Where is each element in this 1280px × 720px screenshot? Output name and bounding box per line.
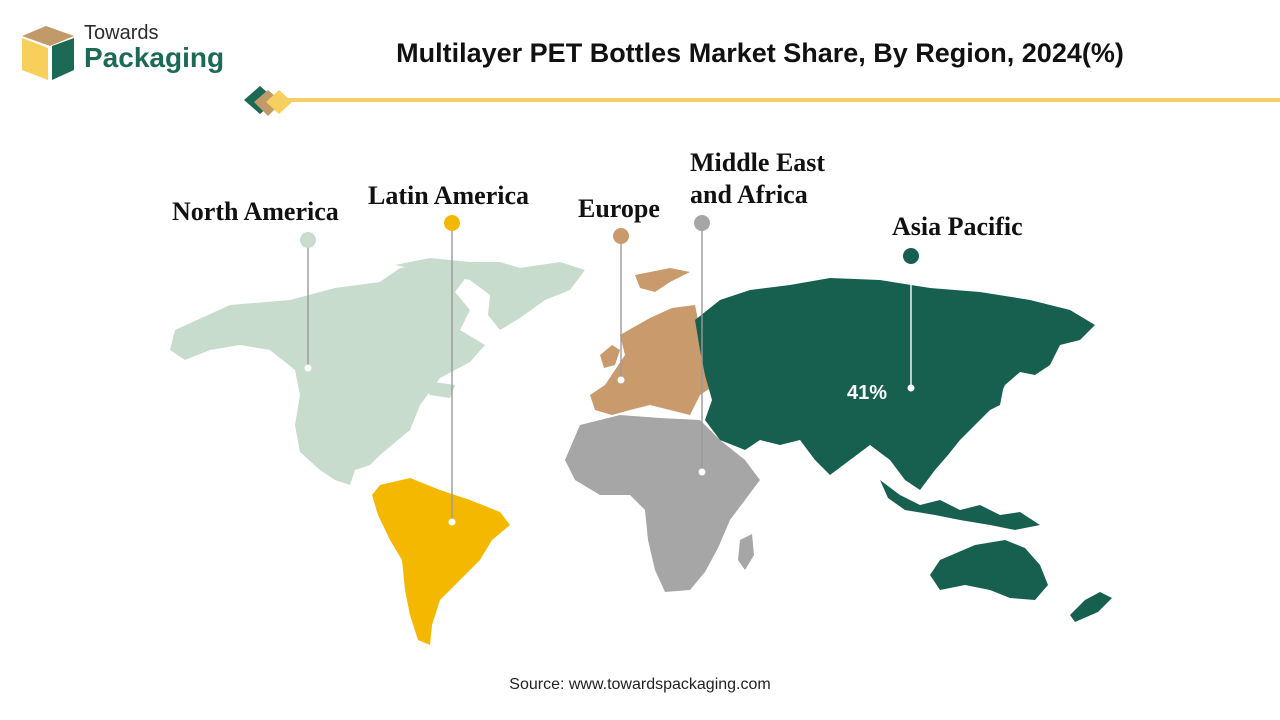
brand-logo: Towards Packaging: [18, 20, 248, 84]
anchor-latin-america: [448, 518, 456, 526]
japan-shape: [990, 360, 1005, 410]
brand-line1: Towards: [84, 22, 159, 44]
region-middle-east-africa: [565, 415, 760, 592]
caribbean-shape: [420, 380, 455, 398]
anchor-north-america: [304, 364, 312, 372]
marker-middle-east-africa: [694, 215, 710, 231]
anchor-asia-pacific: [907, 384, 915, 392]
box-icon: [22, 26, 74, 80]
diamond-ornament-icon: [244, 86, 292, 116]
latin-america-shape: [372, 478, 510, 645]
anchor-europe: [617, 376, 625, 384]
africa-shape: [565, 415, 760, 592]
scandinavia-north-shape: [635, 268, 690, 292]
europe-shape: [590, 305, 715, 415]
markers: [307, 223, 912, 522]
greenland-shape: [395, 258, 585, 330]
label-asia-pacific: Asia Pacific: [892, 212, 1023, 241]
marker-latin-america: [444, 215, 460, 231]
indonesia-shape: [880, 480, 1040, 530]
anchor-middle-east-africa: [698, 468, 706, 476]
madagascar-shape: [738, 534, 754, 570]
uk-shape: [600, 345, 620, 368]
source-note: Source: www.towardspackaging.com: [509, 676, 771, 693]
marker-europe: [613, 228, 629, 244]
title-underline: [270, 98, 1280, 102]
asia-shape: [695, 278, 1095, 490]
label-north-america: North America: [172, 197, 339, 226]
page-title: Multilayer PET Bottles Market Share, By …: [396, 38, 1124, 68]
region-north-america: [170, 258, 585, 485]
region-asia-pacific: [695, 278, 1112, 622]
value-asia-pacific: 41%: [847, 382, 888, 404]
marker-asia-pacific: [903, 248, 919, 264]
new-zealand-shape: [1070, 592, 1112, 622]
label-europe: Europe: [578, 194, 660, 223]
marker-dots: [300, 215, 919, 526]
label-latin-america: Latin America: [368, 181, 530, 210]
region-europe: [590, 268, 715, 415]
marker-north-america: [300, 232, 316, 248]
australia-shape: [930, 540, 1048, 600]
brand-line2: Packaging: [84, 42, 225, 73]
region-latin-america: [372, 478, 510, 645]
north-america-shape: [170, 262, 485, 485]
label-middle-east-africa: Middle East and Africa: [690, 148, 826, 209]
